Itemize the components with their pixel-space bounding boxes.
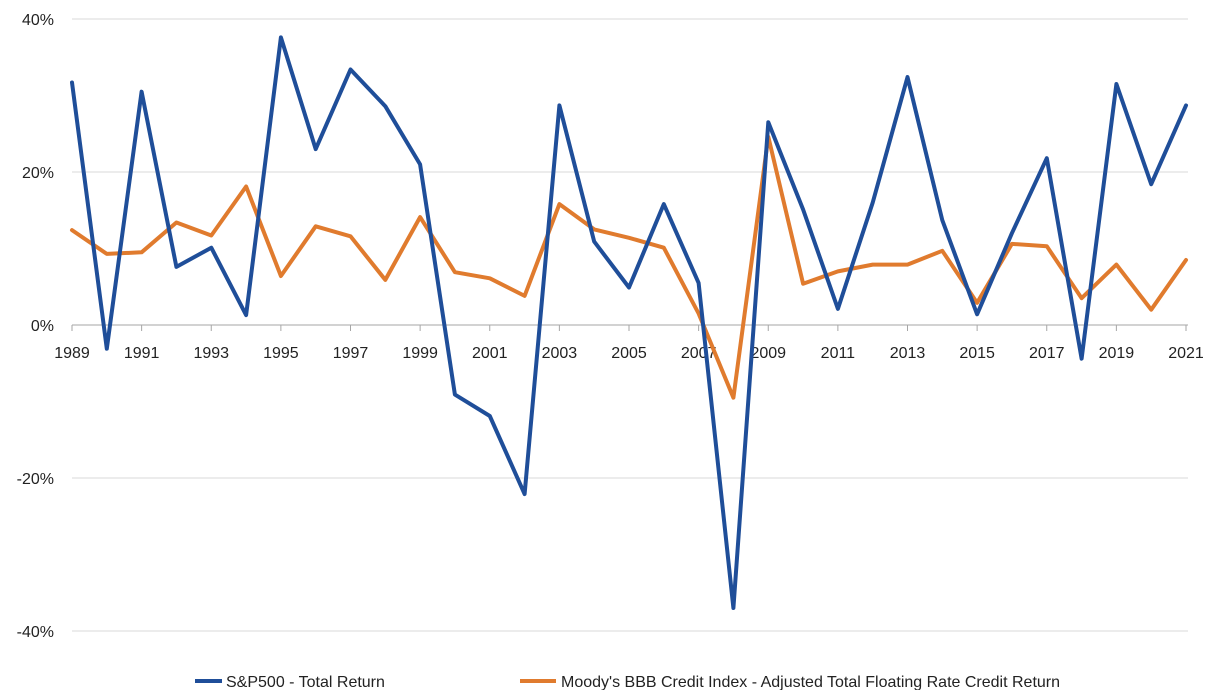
series-line-sp500 [70,35,1188,610]
x-tick-label: 1999 [402,345,438,362]
x-tick-label: 2003 [542,345,578,362]
y-tick-label: 0% [31,318,54,335]
x-tick-label: 2009 [750,345,786,362]
x-tick-label: 1993 [193,345,229,362]
x-tick-label: 2021 [1168,345,1204,362]
y-tick-label: 20% [22,165,54,182]
legend: S&P500 - Total Return Moody's BBB Credit… [195,674,1060,690]
legend-label-moodys-bbb: Moody's BBB Credit Index - Adjusted Tota… [561,674,1060,690]
x-tick-label: 1989 [54,345,90,362]
x-axis-ticks: 1989 1991 1993 1995 1997 1999 2001 2003 2005 2007… [54,325,1204,362]
gridlines [72,18,1188,632]
x-tick-label: 2001 [472,345,508,362]
y-axis-ticks: -40% -20% 0% 20% 40% [17,12,54,641]
legend-label-sp500: S&P500 - Total Return [226,674,385,690]
series-lines [70,35,1188,610]
y-tick-label: -40% [17,624,54,641]
x-tick-label: 1997 [333,345,369,362]
x-tick-label: 2019 [1099,345,1135,362]
x-tick-label: 2015 [959,345,995,362]
x-tick-label: 2017 [1029,345,1065,362]
x-tick-label: 1991 [124,345,160,362]
y-tick-label: -20% [17,471,54,488]
x-tick-label: 2011 [821,345,856,362]
x-tick-label: 2013 [890,345,926,362]
y-tick-label: 40% [22,12,54,29]
x-tick-label: 2005 [611,345,647,362]
x-tick-label: 1995 [263,345,299,362]
